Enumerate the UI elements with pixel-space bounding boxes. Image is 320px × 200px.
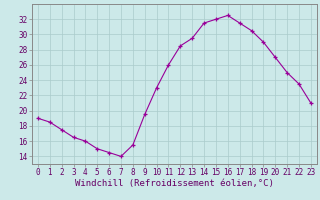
X-axis label: Windchill (Refroidissement éolien,°C): Windchill (Refroidissement éolien,°C) — [75, 179, 274, 188]
